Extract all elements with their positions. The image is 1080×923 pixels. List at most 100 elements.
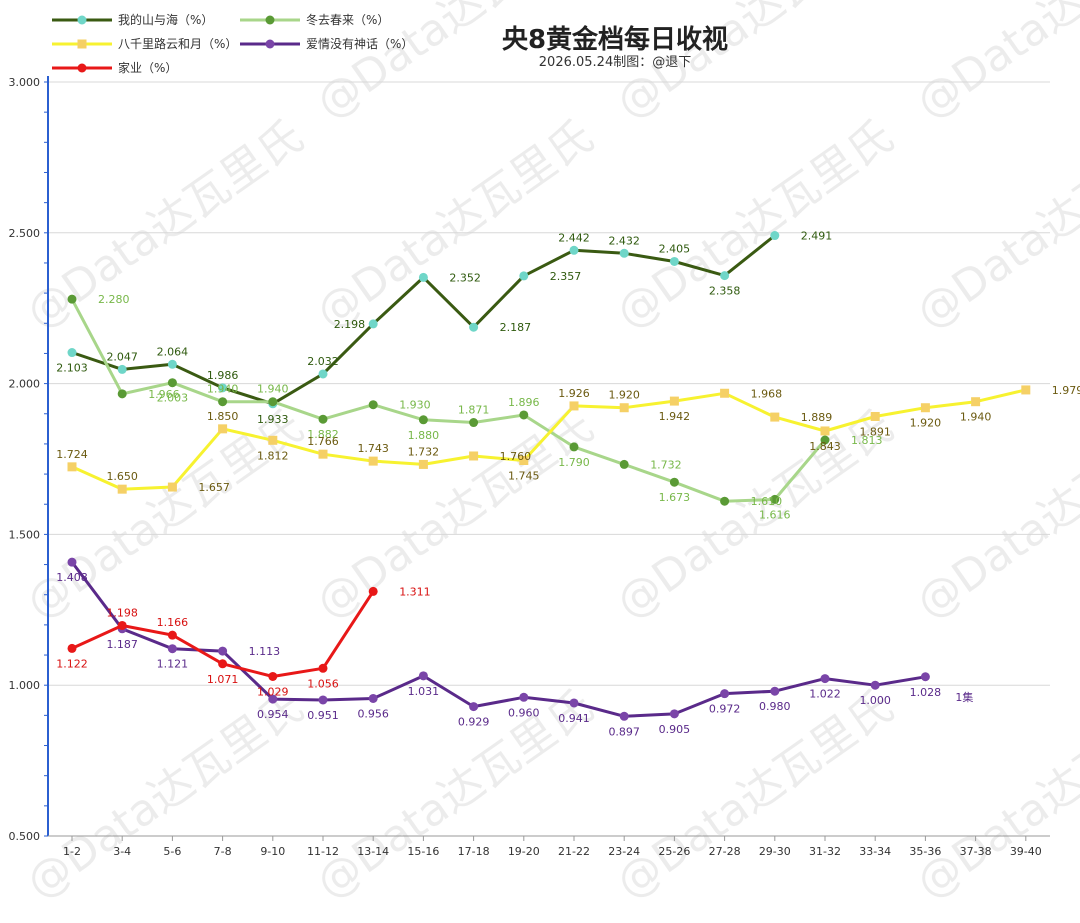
data-label: 1.673 bbox=[659, 491, 691, 504]
data-label: 1.122 bbox=[56, 657, 88, 670]
data-label: 0.951 bbox=[307, 709, 339, 722]
data-point bbox=[971, 397, 981, 407]
watermark-layer: @Data达瓦里氏@Data达瓦里氏 @Data达瓦里氏 @Data达瓦里氏@Dat… bbox=[17, 0, 1080, 909]
data-point bbox=[820, 426, 830, 436]
watermark-text: @Data达瓦里氏 bbox=[17, 111, 313, 339]
data-label: 1.745 bbox=[508, 470, 540, 483]
data-label: 1.882 bbox=[307, 428, 339, 441]
data-point bbox=[870, 411, 880, 421]
y-tick-label: 1.000 bbox=[9, 679, 41, 692]
data-label: 1.968 bbox=[751, 387, 783, 400]
data-point bbox=[67, 643, 77, 653]
data-label: 2.442 bbox=[558, 231, 590, 244]
data-label: 1.812 bbox=[257, 449, 289, 462]
data-label: 0.980 bbox=[759, 700, 791, 713]
data-point bbox=[368, 693, 378, 703]
watermark-text: @Data达瓦里氏 bbox=[907, 0, 1080, 129]
x-tick-label: 27-28 bbox=[709, 845, 741, 858]
data-point bbox=[268, 671, 278, 681]
watermark-text: @Data达瓦里氏 bbox=[17, 401, 313, 629]
data-point bbox=[669, 477, 679, 487]
data-point bbox=[318, 369, 328, 379]
data-point bbox=[820, 674, 830, 684]
data-label: 1.766 bbox=[307, 435, 339, 448]
data-point bbox=[368, 456, 378, 466]
watermark-text: @Data达瓦里氏 bbox=[907, 681, 1080, 909]
legend-item: 八千里路云和月（%） bbox=[52, 36, 237, 51]
data-point bbox=[218, 659, 228, 669]
data-label: 1.790 bbox=[558, 456, 590, 469]
data-point bbox=[167, 378, 177, 388]
data-label: 1.979 bbox=[1052, 384, 1080, 397]
series-layer bbox=[67, 231, 1031, 721]
data-label: 1.896 bbox=[508, 396, 540, 409]
y-tick-label: 0.500 bbox=[9, 830, 41, 843]
data-point bbox=[67, 294, 77, 304]
legend-label: 冬去春来（%） bbox=[306, 12, 389, 27]
data-label: 1.610 bbox=[751, 495, 783, 508]
x-tick-label: 25-26 bbox=[658, 845, 690, 858]
data-label: 0.972 bbox=[709, 703, 741, 716]
data-point bbox=[318, 695, 328, 705]
data-label: 1.926 bbox=[558, 387, 590, 400]
data-label: 2.357 bbox=[550, 270, 582, 283]
data-label: 1.031 bbox=[408, 685, 440, 698]
legend-label: 爱情没有神话（%） bbox=[306, 36, 413, 51]
data-point bbox=[569, 401, 579, 411]
x-tick-label: 33-34 bbox=[859, 845, 891, 858]
legend-item: 家业（%） bbox=[52, 60, 177, 75]
x-tick-label: 11-12 bbox=[307, 845, 339, 858]
data-point bbox=[368, 586, 378, 596]
data-point bbox=[318, 414, 328, 424]
data-label: 1.920 bbox=[910, 417, 942, 430]
data-point bbox=[720, 689, 730, 699]
data-label: 1.940 bbox=[960, 411, 992, 424]
legend-marker bbox=[265, 39, 275, 49]
data-point bbox=[669, 709, 679, 719]
data-point bbox=[117, 484, 127, 494]
y-tick-label: 2.500 bbox=[9, 227, 41, 240]
data-point bbox=[669, 396, 679, 406]
data-label: 1.121 bbox=[157, 658, 189, 671]
data-point bbox=[218, 646, 228, 656]
data-point bbox=[619, 459, 629, 469]
x-tick-label: 35-36 bbox=[909, 845, 941, 858]
series-line bbox=[70, 561, 926, 718]
data-labels: 2.103 2.047 2.064 1.986 1.933 2.032 2.198 2.352… bbox=[56, 230, 1080, 739]
x-tick-label: 29-30 bbox=[759, 845, 791, 858]
data-point bbox=[519, 692, 529, 702]
data-point bbox=[469, 322, 479, 332]
data-label: 2.198 bbox=[334, 318, 366, 331]
data-point bbox=[117, 389, 127, 399]
series-line bbox=[70, 298, 827, 503]
y-tick-label: 1.500 bbox=[9, 528, 41, 541]
data-label: 1.408 bbox=[56, 571, 88, 584]
data-label: 1.029 bbox=[257, 685, 289, 698]
data-point bbox=[770, 231, 780, 241]
data-point bbox=[167, 630, 177, 640]
data-label: 0.956 bbox=[357, 707, 389, 720]
x-tick-label: 17-18 bbox=[458, 845, 490, 858]
legend-marker bbox=[77, 63, 87, 73]
data-point bbox=[619, 403, 629, 413]
data-label: 1.933 bbox=[257, 413, 289, 426]
x-tick-label: 23-24 bbox=[608, 845, 640, 858]
data-label: 1.198 bbox=[106, 606, 138, 619]
data-label: 1.657 bbox=[198, 481, 230, 494]
data-point bbox=[519, 410, 529, 420]
legend-label: 八千里路云和月（%） bbox=[118, 36, 237, 51]
watermark-text: @Data达瓦里氏 bbox=[307, 401, 603, 629]
data-point bbox=[469, 702, 479, 712]
data-point bbox=[920, 403, 930, 413]
x-tick-label: 39-40 bbox=[1010, 845, 1042, 858]
data-label: 2.003 bbox=[157, 392, 189, 405]
data-label: 1.166 bbox=[157, 616, 189, 629]
y-tick-label: 2.000 bbox=[9, 378, 41, 391]
data-point bbox=[770, 686, 780, 696]
data-point bbox=[218, 397, 228, 407]
data-point bbox=[318, 663, 328, 673]
data-point bbox=[770, 412, 780, 422]
data-point bbox=[720, 388, 730, 398]
data-label: 1.650 bbox=[106, 470, 138, 483]
